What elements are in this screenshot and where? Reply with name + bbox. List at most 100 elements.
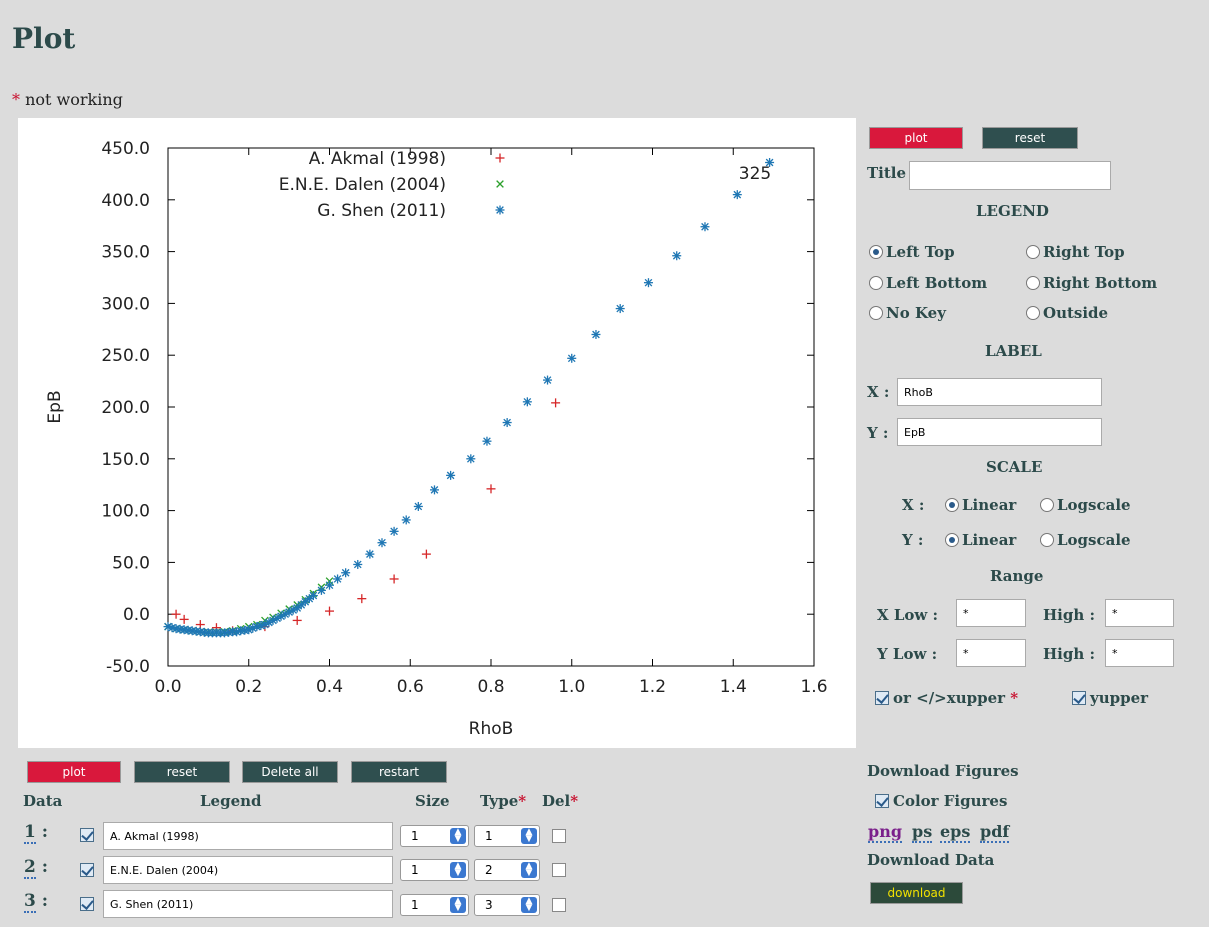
radio-icon xyxy=(1026,306,1040,320)
x-low-input[interactable]: * xyxy=(956,599,1026,627)
row-visible-checkbox[interactable] xyxy=(80,863,94,877)
data-point xyxy=(591,329,601,339)
download-eps-link[interactable]: eps xyxy=(940,822,971,843)
legend-option-left-top[interactable]: Left Top xyxy=(869,243,955,261)
row-type-select[interactable]: 1 ▲ ▼ xyxy=(474,825,540,847)
legend-option-right-bottom[interactable]: Right Bottom xyxy=(1026,274,1157,292)
x-tick-label: 1.2 xyxy=(639,677,666,697)
data-point xyxy=(615,304,625,314)
legend-option-left-bottom[interactable]: Left Bottom xyxy=(869,274,987,292)
y-axis-label: EpB xyxy=(45,390,65,423)
scale-y-logscale[interactable]: Logscale xyxy=(1040,531,1131,549)
row-delete-checkbox[interactable] xyxy=(552,863,566,877)
data-point xyxy=(700,222,710,232)
scale-y-linear[interactable]: Linear xyxy=(945,531,1016,549)
row-legend-input[interactable]: G. Shen (2011) xyxy=(103,890,393,918)
legend-marker xyxy=(495,205,505,215)
scale-x-logscale[interactable]: Logscale xyxy=(1040,496,1131,514)
y-tick-label: 400.0 xyxy=(101,191,150,211)
row-number[interactable]: 3 : xyxy=(24,891,49,913)
data-point xyxy=(401,515,411,525)
y-high-label: High : xyxy=(1043,645,1096,663)
y-tick-label: 50.0 xyxy=(112,553,150,573)
y-low-label: Y Low : xyxy=(877,645,938,663)
download-ps-link[interactable]: ps xyxy=(912,822,933,843)
yupper-toggle[interactable]: yupper xyxy=(1072,689,1148,707)
plot-frame xyxy=(167,147,815,667)
x-label-input[interactable]: RhoB xyxy=(897,378,1102,406)
stepper-arrows-icon: ▲ ▼ xyxy=(521,862,537,878)
radio-icon xyxy=(1040,498,1054,512)
download-pdf-link[interactable]: pdf xyxy=(980,822,1010,843)
row-type-select[interactable]: 2 ▲ ▼ xyxy=(474,859,540,881)
data-point xyxy=(567,353,577,363)
xupper-toggle[interactable]: or </>xupper * xyxy=(875,689,1018,707)
row-size-select[interactable]: 1 ▲ ▼ xyxy=(400,825,469,847)
label-heading: LABEL xyxy=(985,342,1042,360)
download-png-link[interactable]: png xyxy=(868,822,903,843)
data-point xyxy=(357,594,367,604)
row-legend-input[interactable]: E.N.E. Dalen (2004) xyxy=(103,856,393,884)
header-data: Data xyxy=(23,792,63,810)
page-title: Plot xyxy=(12,22,76,55)
data-point xyxy=(765,158,775,168)
row-size-select[interactable]: 1 ▲ ▼ xyxy=(400,894,469,916)
x-tick-label: 1.6 xyxy=(800,677,827,697)
plot-button-top[interactable]: plot xyxy=(869,127,963,149)
reset-button-bottom[interactable]: reset xyxy=(134,761,230,783)
x-tick-label: 0.6 xyxy=(397,677,424,697)
delete-all-button[interactable]: Delete all xyxy=(242,761,338,783)
x-tick-label: 1.0 xyxy=(558,677,585,697)
row-number[interactable]: 2 : xyxy=(24,857,49,879)
restart-button[interactable]: restart xyxy=(351,761,447,783)
data-point xyxy=(325,580,334,590)
stepper-arrows-icon: ▲ ▼ xyxy=(521,828,537,844)
row-delete-checkbox[interactable] xyxy=(552,829,566,843)
data-point xyxy=(486,484,496,494)
x-high-input[interactable]: * xyxy=(1105,599,1174,627)
legend-option-no-key[interactable]: No Key xyxy=(869,304,946,322)
data-point xyxy=(446,470,456,480)
reset-button-top[interactable]: reset xyxy=(982,127,1078,149)
download-data-button[interactable]: download xyxy=(870,882,963,904)
row-size-select[interactable]: 1 ▲ ▼ xyxy=(400,859,469,881)
y-tick-label: 100.0 xyxy=(101,502,150,522)
title-input[interactable] xyxy=(909,161,1111,190)
y-high-input[interactable]: * xyxy=(1105,639,1174,667)
row-number[interactable]: 1 : xyxy=(24,822,49,844)
stepper-arrows-icon: ▲ ▼ xyxy=(450,862,466,878)
download-figures-heading: Download Figures xyxy=(867,762,1019,780)
row-legend-input[interactable]: A. Akmal (1998) xyxy=(103,822,393,850)
scale-x-prefix: X : xyxy=(902,496,925,514)
radio-icon xyxy=(945,498,959,512)
scale-x-linear[interactable]: Linear xyxy=(945,496,1016,514)
header-del: Del* xyxy=(542,792,579,810)
y-label-input[interactable]: EpB xyxy=(897,418,1102,446)
y-tick-label: 150.0 xyxy=(101,450,150,470)
data-point xyxy=(429,485,439,495)
row-type-select[interactable]: 3 ▲ ▼ xyxy=(474,894,540,916)
legend-option-outside[interactable]: Outside xyxy=(1026,304,1108,322)
header-type: Type* xyxy=(480,792,527,810)
row-visible-checkbox[interactable] xyxy=(80,897,94,911)
data-point xyxy=(413,501,423,511)
plot-button-bottom[interactable]: plot xyxy=(27,761,121,783)
legend-option-right-top[interactable]: Right Top xyxy=(1026,243,1125,261)
legend-heading: LEGEND xyxy=(976,202,1049,220)
data-point xyxy=(551,398,561,408)
x-label-prefix: X : xyxy=(867,383,890,401)
scale-y-prefix: Y : xyxy=(902,531,924,549)
row-delete-checkbox[interactable] xyxy=(552,898,566,912)
y-low-input[interactable]: * xyxy=(956,639,1026,667)
x-axis-label: RhoB xyxy=(469,719,514,739)
checkbox-icon xyxy=(875,794,889,808)
y-tick-label: 0.0 xyxy=(123,605,150,625)
data-point xyxy=(466,454,476,464)
y-tick-label: -50.0 xyxy=(106,657,150,677)
data-point xyxy=(260,620,270,630)
x-high-label: High : xyxy=(1043,606,1096,624)
title-label: Title xyxy=(867,164,907,182)
legend-entry: G. Shen (2011) xyxy=(317,201,446,221)
color-figures-toggle[interactable]: Color Figures xyxy=(875,792,1007,810)
row-visible-checkbox[interactable] xyxy=(80,828,94,842)
